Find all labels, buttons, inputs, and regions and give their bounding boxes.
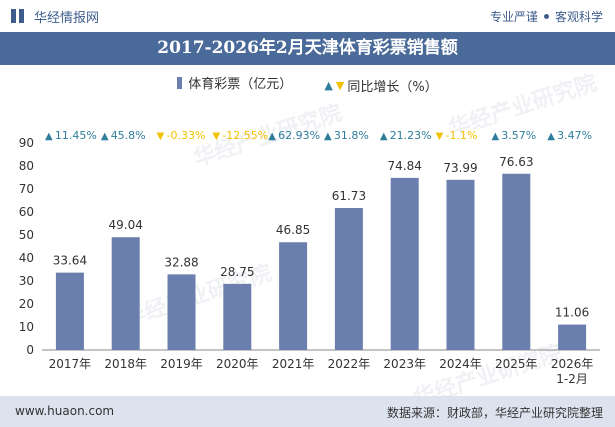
y-tick-label: 50 — [19, 228, 34, 242]
bar — [390, 177, 419, 350]
y-tick-label: 30 — [19, 274, 34, 288]
growth-label: -0.33% — [167, 129, 206, 142]
x-tick-label: 2017年 — [49, 357, 92, 371]
up-triangle-icon: ▲ — [324, 131, 332, 142]
tagline-2: 客观科学 — [554, 10, 603, 24]
x-tick-label: 2021年 — [272, 357, 315, 371]
up-triangle-icon: ▲ — [547, 131, 555, 142]
growth-label: -1.1% — [446, 129, 478, 142]
data-label: 32.88 — [164, 255, 198, 269]
y-tick-label: 80 — [19, 159, 34, 173]
chart-legend: 体育彩票（亿元） ▲ ▼ 同比增长（%） — [0, 73, 615, 95]
brand-name: 华经情报网 — [34, 11, 100, 26]
footer-source: 数据来源：财政部，华经产业研究院整理 — [386, 406, 603, 420]
bar — [502, 173, 531, 350]
down-triangle-icon: ▼ — [157, 131, 165, 142]
x-tick-label: 2018年 — [104, 357, 147, 371]
growth-label: 11.45% — [55, 129, 97, 142]
data-label: 49.04 — [109, 218, 143, 232]
up-triangle-icon: ▲ — [101, 131, 109, 142]
y-tick-label: 60 — [19, 205, 34, 219]
y-tick-label: 90 — [19, 136, 34, 150]
up-triangle-icon: ▲ — [324, 78, 333, 92]
footer-url: www.huaon.com — [15, 404, 115, 418]
tagline-1: 专业严谨 — [489, 10, 538, 24]
data-label: 28.75 — [220, 265, 254, 279]
growth-label: 31.8% — [334, 129, 369, 142]
bar — [223, 283, 252, 350]
data-label: 46.85 — [276, 223, 310, 237]
bar-swatch-icon — [177, 76, 183, 89]
growth-label: 45.8% — [111, 129, 146, 142]
data-label: 11.06 — [555, 306, 589, 320]
bar — [55, 272, 84, 350]
bar — [111, 237, 140, 350]
data-label: 73.99 — [443, 161, 477, 175]
footer: www.huaon.com 数据来源：财政部，华经产业研究院整理 — [0, 396, 615, 427]
y-tick-label: 70 — [19, 182, 34, 196]
growth-label: 3.57% — [501, 129, 536, 142]
x-tick-label: 1-2月 — [556, 372, 588, 386]
x-tick-label: 2023年 — [383, 357, 426, 371]
x-tick-label: 2020年 — [216, 357, 259, 371]
x-tick-label: 2022年 — [328, 357, 371, 371]
bar — [279, 242, 308, 350]
legend-item-growth: ▲ ▼ 同比增长（%） — [324, 76, 437, 95]
legend-item-sales: 体育彩票（亿元） — [177, 73, 292, 92]
data-label: 33.64 — [53, 254, 87, 268]
up-triangle-icon: ▲ — [380, 131, 388, 142]
growth-label: 3.47% — [557, 129, 592, 142]
growth-label: 62.93% — [278, 129, 320, 142]
up-triangle-icon: ▲ — [45, 131, 53, 142]
y-tick-label: 0 — [26, 343, 34, 357]
up-triangle-icon: ▲ — [268, 131, 276, 142]
data-label: 74.84 — [388, 159, 422, 173]
up-triangle-icon: ▲ — [491, 131, 499, 142]
bar — [558, 324, 587, 350]
y-tick-label: 10 — [19, 320, 34, 334]
data-label: 76.63 — [499, 155, 533, 169]
x-tick-label: 2026年 — [551, 357, 594, 371]
x-tick-label: 2025年 — [495, 357, 538, 371]
data-label: 61.73 — [332, 189, 366, 203]
growth-label: -12.55% — [222, 129, 268, 142]
down-triangle-icon: ▼ — [212, 131, 220, 142]
x-tick-label: 2019年 — [160, 357, 203, 371]
down-triangle-icon: ▼ — [335, 78, 345, 92]
bar — [446, 179, 475, 350]
x-tick-label: 2024年 — [439, 357, 482, 371]
legend-growth-label: 同比增长（%） — [347, 79, 438, 95]
top-bar: 华经情报网 专业严谨 客观科学 — [0, 0, 615, 34]
y-tick-label: 40 — [19, 251, 34, 265]
bar — [334, 208, 363, 350]
brand-logo-icon — [11, 9, 25, 23]
chart-title: 2017-2026年2月天津体育彩票销售额 — [0, 32, 615, 65]
growth-label: 21.23% — [390, 129, 432, 142]
bullet-icon — [543, 14, 549, 19]
tagline: 专业严谨 客观科学 — [490, 8, 603, 25]
bar — [167, 274, 196, 350]
down-triangle-icon: ▼ — [436, 131, 444, 142]
legend-sales-label: 体育彩票（亿元） — [188, 77, 293, 92]
y-tick-label: 20 — [19, 297, 34, 311]
